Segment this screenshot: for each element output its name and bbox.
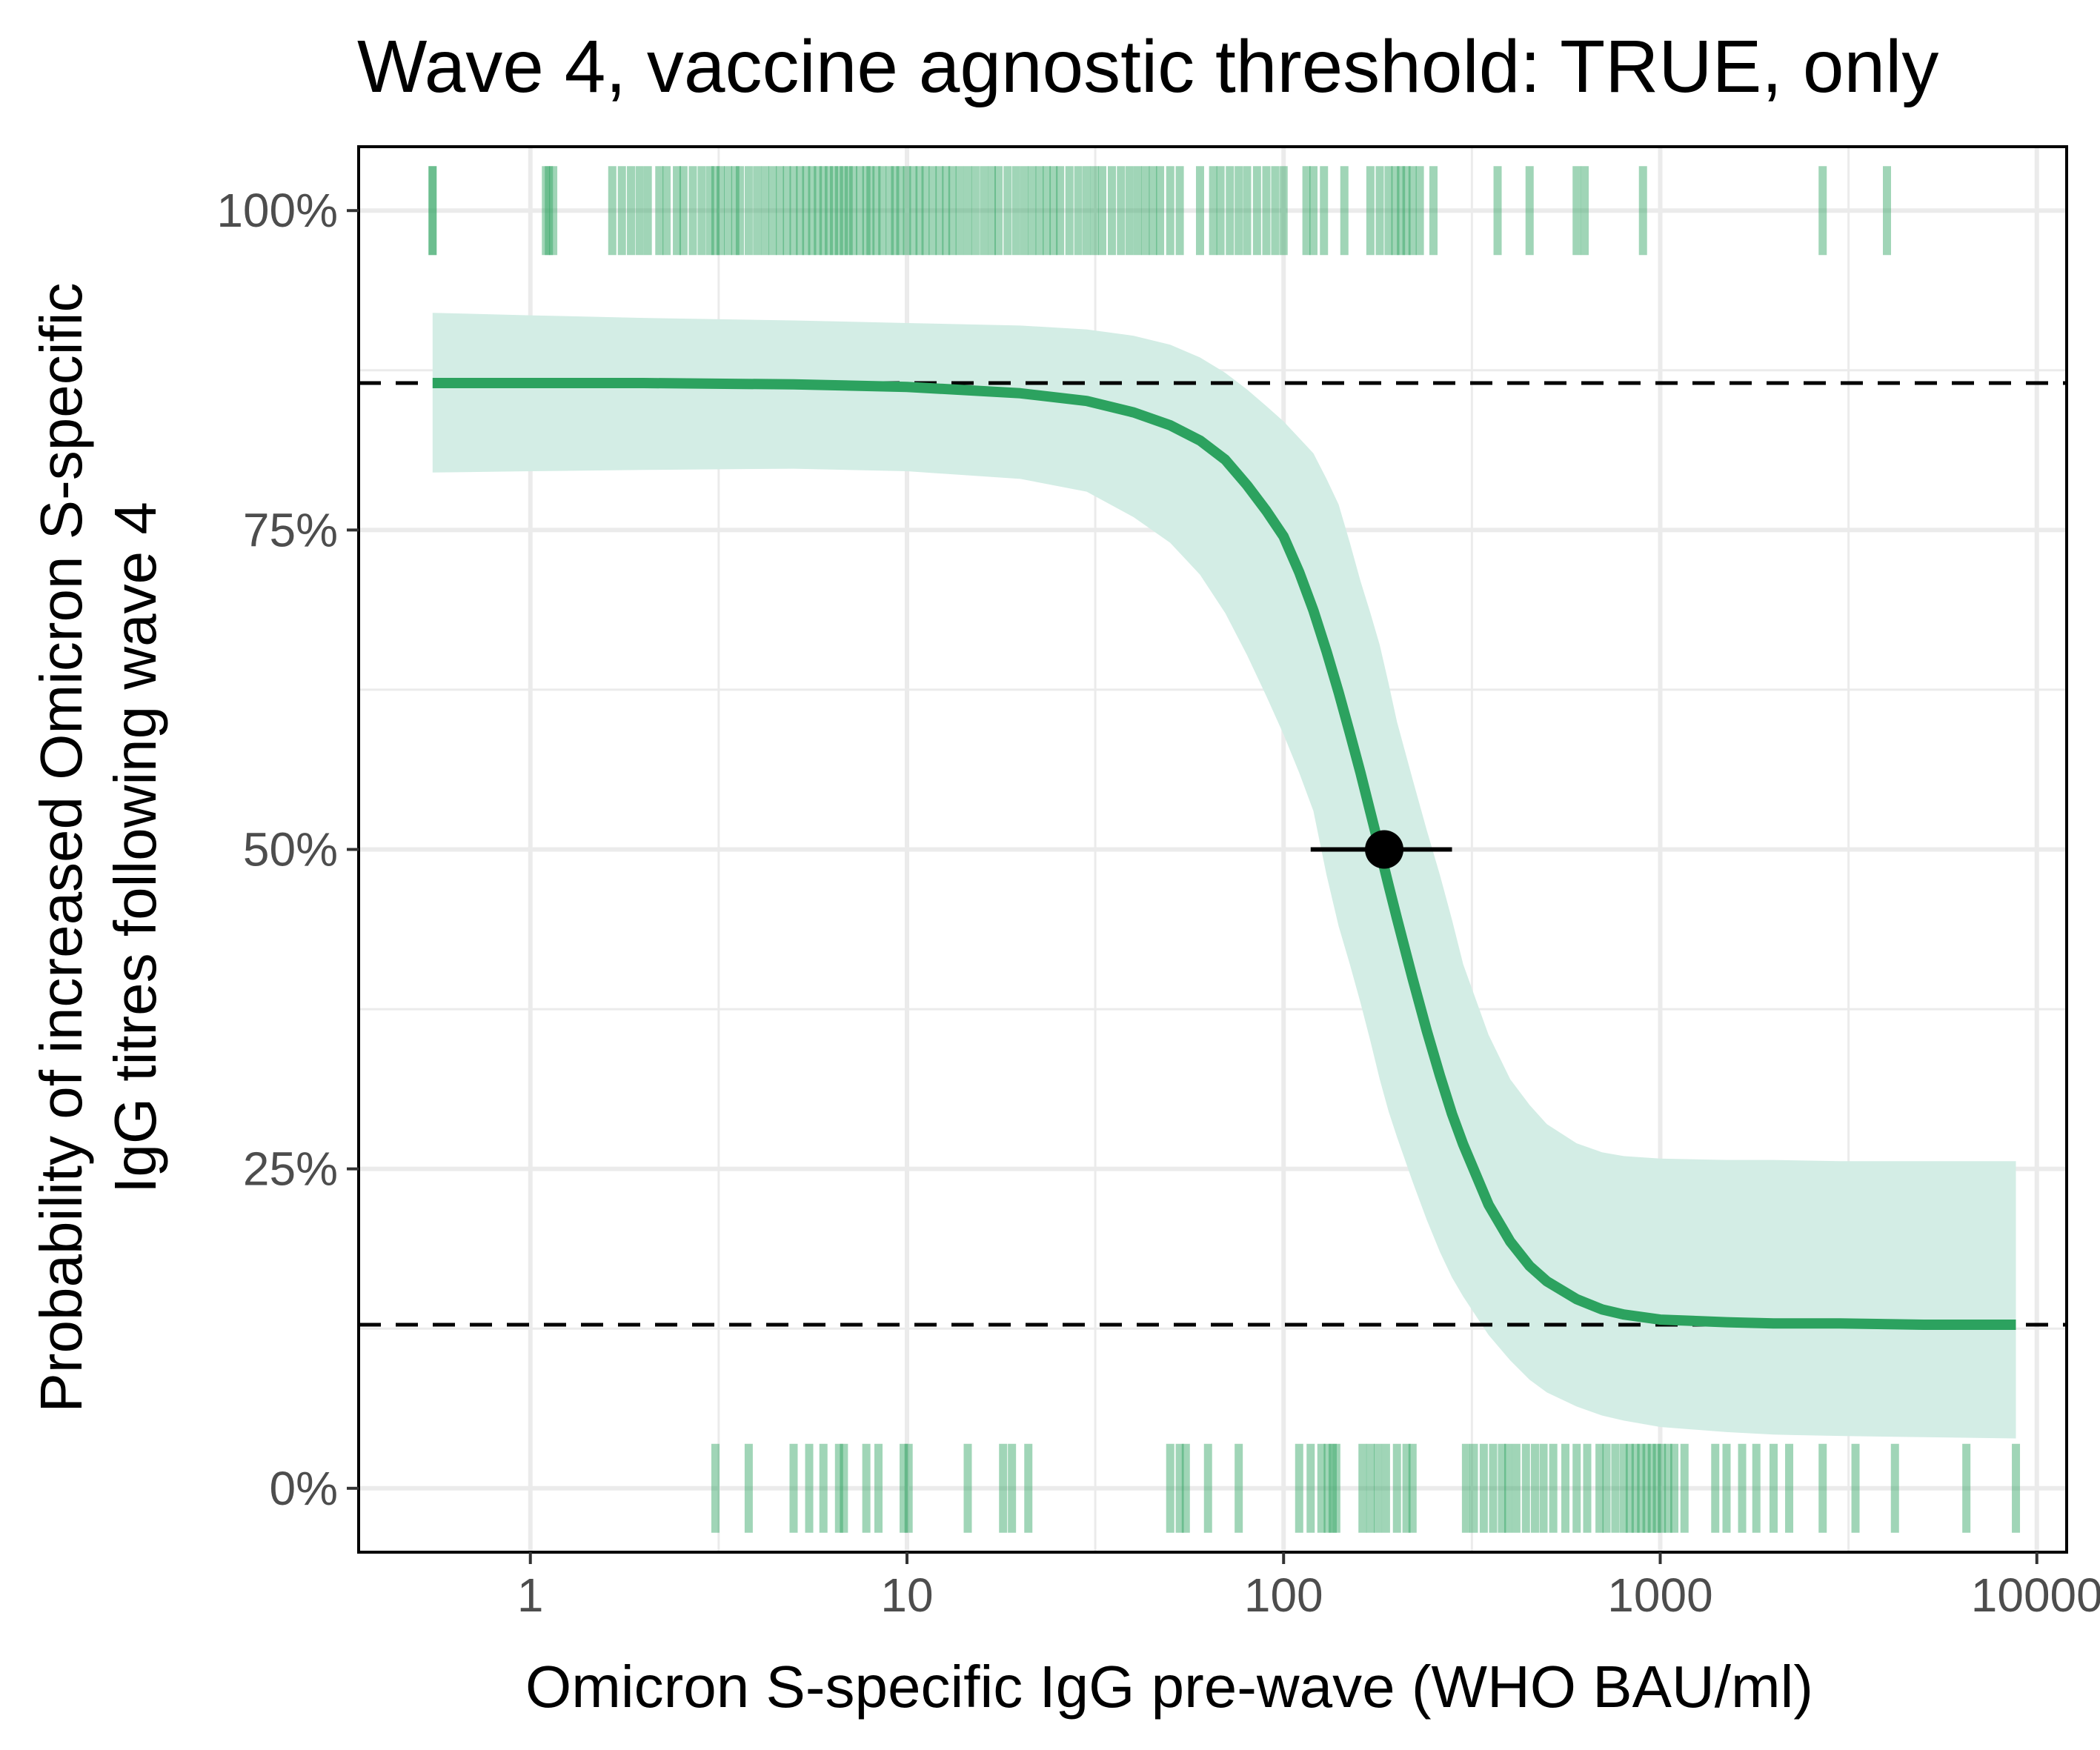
x-tick-label: 10 <box>880 1568 933 1622</box>
midpoint-marker <box>1365 830 1404 869</box>
x-tick-label: 1000 <box>1607 1568 1712 1622</box>
confidence-band <box>432 313 2016 1439</box>
y-tick-label: 75% <box>243 503 338 556</box>
axes: 1 10 100 1000 10000 0% 25% 50% 75% 100% <box>216 184 2100 1622</box>
y-tick-label: 0% <box>270 1462 339 1515</box>
chart-title: Wave 4, vaccine agnostic threshold: TRUE… <box>357 25 1938 108</box>
midpoint-estimate <box>1310 830 1452 869</box>
x-tick-label: 100 <box>1244 1568 1323 1622</box>
x-axis-title: Omicron S-specific IgG pre-wave (WHO BAU… <box>525 1654 1813 1720</box>
rug-marks <box>428 166 2021 1533</box>
y-tick-label: 50% <box>243 823 338 876</box>
y-tick-label: 100% <box>216 184 338 237</box>
y-tick-label: 25% <box>243 1142 338 1196</box>
ci-ribbon <box>432 313 2016 1439</box>
x-tick-label: 1 <box>517 1568 544 1622</box>
fit-line <box>432 378 2016 1330</box>
x-tick-label: 10000 <box>1971 1568 2100 1622</box>
y-axis-title-line-1: Probability of increased Omicron S-speci… <box>28 282 94 1412</box>
y-axis-title-line-2: IgG titres following wave 4 <box>102 502 168 1194</box>
fitted-curve <box>432 378 2016 1330</box>
